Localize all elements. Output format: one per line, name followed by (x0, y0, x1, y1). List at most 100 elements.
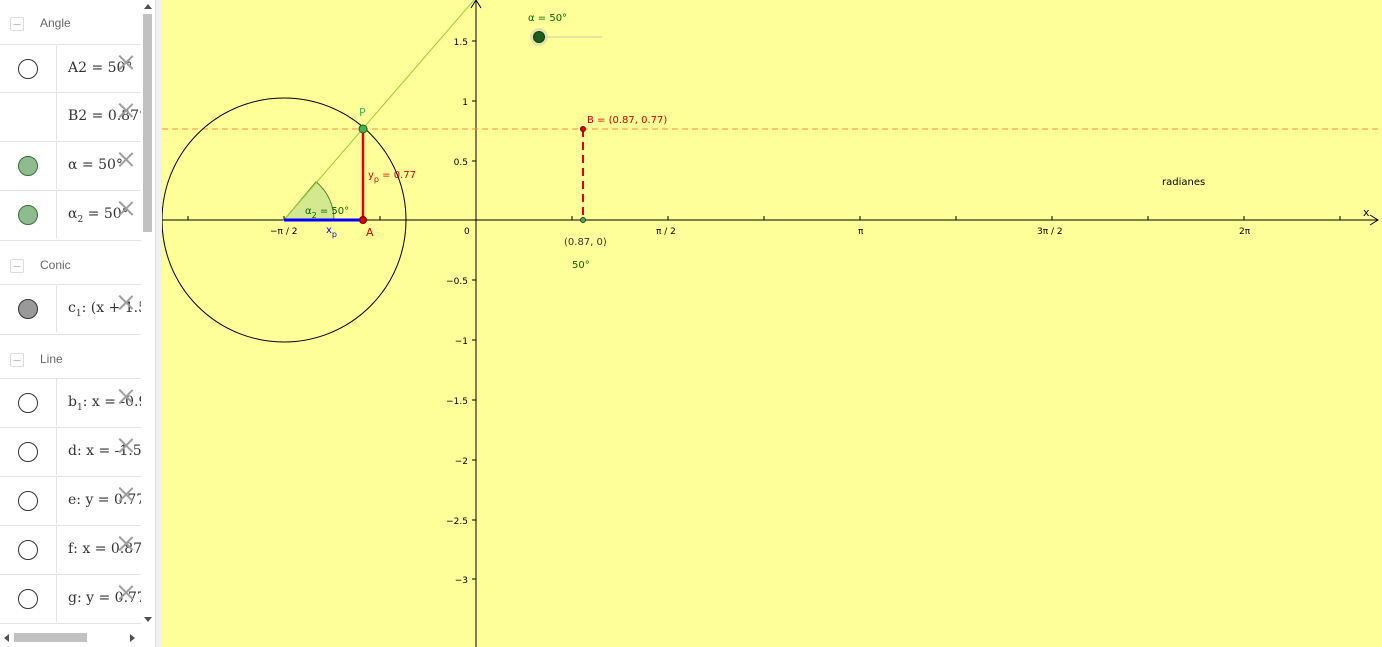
category-conic-label: Conic (40, 258, 71, 272)
yp-sub: p (374, 175, 379, 184)
scroll-left-icon[interactable] (4, 634, 9, 642)
algebra-row-f[interactable]: f: x = 0.87 (0, 525, 141, 573)
category-line-header[interactable]: − Line (0, 334, 141, 379)
category-line-label: Line (40, 352, 63, 366)
slider-alpha-handle[interactable] (533, 31, 545, 43)
algebra-row-partial (0, 623, 141, 630)
visibility-toggle-b1[interactable] (18, 393, 38, 413)
x-axis-arrow-icon (1369, 214, 1379, 226)
scroll-down-icon[interactable] (144, 617, 152, 622)
algebra-row-A2[interactable]: A2 = 50° (0, 44, 141, 92)
circle-c1[interactable] (162, 97, 407, 343)
algebra-vertical-scrollbar[interactable] (141, 0, 155, 630)
visibility-toggle-f[interactable] (18, 540, 38, 560)
radianes-label: radianes (1162, 177, 1205, 188)
y-tick-label: 1 (462, 98, 468, 108)
delete-icon[interactable] (117, 534, 135, 552)
delete-icon[interactable] (117, 53, 135, 71)
xp-main: x (326, 225, 332, 236)
delete-icon[interactable] (117, 387, 135, 405)
x-tick-label: π (858, 227, 864, 237)
category-conic-header[interactable]: − Conic (0, 240, 141, 285)
point-B[interactable] (580, 126, 586, 132)
algebra-row-e[interactable]: e: y = 0.77 (0, 476, 141, 524)
delete-icon[interactable] (117, 485, 135, 503)
view-divider[interactable] (155, 0, 162, 647)
algebra-view: − Angle A2 = 50° B2 = 0.87° α = 50° α2 =… (0, 0, 141, 630)
b1-main: b (68, 394, 77, 410)
algebra-row-B2[interactable]: B2 = 0.87° (0, 92, 141, 140)
alpha2-sub: 2 (77, 214, 84, 225)
algebra-row-c1[interactable]: c1: (x + 1.57 (0, 284, 141, 332)
x-tick-label: 0 (464, 227, 470, 237)
collapse-line-icon[interactable]: − (10, 353, 24, 367)
point-A-label: A (366, 226, 374, 239)
visibility-toggle-e[interactable] (18, 491, 38, 511)
x-tick-label: π / 2 (656, 227, 676, 237)
y-tick-label: −0.5 (446, 277, 468, 287)
marker-column (0, 526, 57, 573)
delete-icon[interactable] (117, 199, 135, 217)
c1-sub: 1 (75, 308, 82, 319)
alpha2-label: α2 = 50° (305, 206, 349, 220)
y-tick-label: 1.5 (454, 38, 468, 48)
point-P[interactable] (358, 124, 368, 134)
delete-icon[interactable] (117, 150, 135, 168)
y-tick-label: −3 (455, 576, 468, 586)
y-tick-label: −1.5 (446, 397, 468, 407)
y-axis-arrow-icon (470, 0, 482, 9)
marker-column (0, 285, 57, 332)
marker-column (0, 93, 57, 140)
visibility-toggle-alpha2[interactable] (18, 205, 38, 225)
y-axis-ticks (472, 40, 476, 580)
collapse-angle-icon[interactable]: − (10, 17, 24, 31)
marker-column (0, 575, 57, 622)
algebra-row-g[interactable]: g: y = 0.77 (0, 574, 141, 622)
marker-column (0, 379, 57, 426)
x-tick-labels: −π / 2 0 π / 2 π 3π / 2 2π (270, 227, 1251, 237)
scrollbar-thumb[interactable] (14, 633, 87, 642)
scroll-up-icon[interactable] (144, 4, 152, 9)
collapse-conic-icon[interactable]: − (10, 259, 24, 273)
yp-rest: = 0.77 (379, 170, 416, 181)
delete-icon[interactable] (117, 101, 135, 119)
alpha2-main: α (68, 206, 78, 222)
graphics-view[interactable]: x −π / 2 0 π / 2 π 3π / 2 2π 1.5 1 (162, 0, 1382, 647)
algebra-row-alpha2[interactable]: α2 = 50° (0, 190, 141, 238)
visibility-toggle-g[interactable] (18, 589, 38, 609)
expression-alpha[interactable]: α = 50° (68, 157, 123, 173)
delete-icon[interactable] (117, 293, 135, 311)
point-B-label: B = (0.87, 0.77) (587, 115, 667, 126)
point-A[interactable] (359, 216, 367, 224)
slider-alpha-label: α = 50° (528, 13, 567, 24)
algebra-horizontal-scrollbar[interactable] (0, 630, 141, 647)
alpha2-sub: 2 (312, 211, 317, 220)
scrollbar-thumb[interactable] (143, 14, 152, 232)
delete-icon[interactable] (117, 583, 135, 601)
y-tick-label: −2.5 (446, 517, 468, 527)
point-P-label: P (359, 106, 366, 119)
xp-sub: p (332, 230, 337, 239)
visibility-toggle-alpha[interactable] (18, 156, 38, 176)
visibility-toggle-A2[interactable] (18, 59, 38, 79)
delete-icon[interactable] (117, 436, 135, 454)
algebra-row-alpha[interactable]: α = 50° (0, 141, 141, 189)
point-B-projection[interactable] (580, 217, 586, 223)
algebra-row-d[interactable]: d: x = -1.57 (0, 427, 141, 475)
visibility-toggle-d[interactable] (18, 442, 38, 462)
visibility-toggle-c1[interactable] (18, 299, 38, 319)
y-tick-label: −1 (455, 337, 468, 347)
b1-sub: 1 (76, 402, 83, 413)
algebra-row-b1[interactable]: b1: x = -0.93 (0, 378, 141, 426)
x-tick-label: −π / 2 (270, 227, 297, 237)
y-tick-labels: 1.5 1 0.5 −0.5 −1 −1.5 −2 −2.5 −3 (446, 38, 468, 586)
x-axis-ticks (187, 216, 1341, 220)
marker-column (0, 142, 57, 189)
graphics-canvas[interactable]: x −π / 2 0 π / 2 π 3π / 2 2π 1.5 1 (162, 0, 1382, 647)
projection-label: (0.87, 0) (564, 237, 607, 248)
angle-value-label: 50° (572, 260, 590, 271)
scroll-right-icon[interactable] (130, 634, 135, 642)
xp-label: xp (326, 225, 337, 239)
ray-OP[interactable] (283, 0, 475, 221)
category-angle-header[interactable]: − Angle (0, 0, 141, 44)
